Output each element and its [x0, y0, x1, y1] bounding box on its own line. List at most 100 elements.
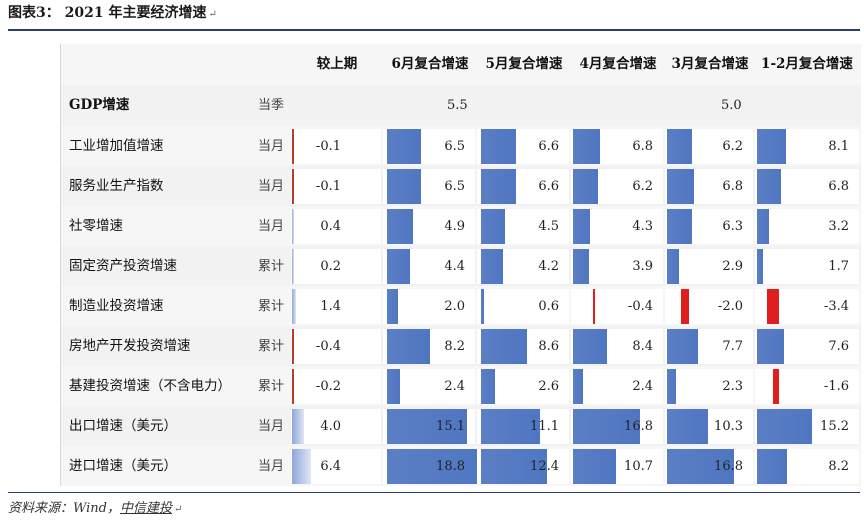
growth-value: 2.4 [632, 379, 653, 394]
change-value: -0.4 [315, 339, 341, 354]
bottom-rule [8, 492, 860, 493]
growth-bar [573, 209, 591, 244]
top-rule [8, 29, 860, 31]
growth-value: 3.2 [828, 219, 849, 234]
change-bar [292, 449, 312, 484]
header-janfeb: 1-2月复合增速 [761, 56, 853, 72]
change-bar [292, 369, 294, 404]
growth-bar [667, 249, 679, 284]
growth-cell [477, 289, 569, 324]
growth-value: 2.9 [722, 259, 743, 274]
growth-bar [387, 289, 398, 324]
row-unit: 当季 [257, 98, 284, 113]
row-label: 进口增速（美元） [69, 458, 177, 474]
table-row: 进口增速（美元） 当月 6.4 18.8 12.4 10.7 16.8 8.2 [61, 446, 861, 486]
growth-bar [757, 249, 764, 284]
growth-bar [481, 129, 516, 164]
change-cell [291, 129, 381, 164]
growth-bar [667, 369, 677, 404]
growth-value: 4.9 [444, 219, 465, 234]
growth-value: -0.4 [627, 299, 653, 314]
growth-bar [757, 409, 812, 444]
growth-bar [573, 409, 641, 444]
growth-value: 8.4 [632, 339, 653, 354]
change-bar [292, 129, 294, 164]
growth-value: 4.2 [538, 259, 559, 274]
row-label: 房地产开发投资增速 [69, 338, 191, 354]
growth-cell [665, 249, 753, 284]
growth-value: 8.1 [828, 139, 849, 154]
growth-bar [667, 409, 709, 444]
gdp-q1-value: 5.0 [721, 98, 742, 113]
growth-value: 2.3 [722, 379, 743, 394]
growth-value: 8.2 [828, 459, 849, 474]
growth-value: 15.2 [820, 419, 849, 434]
growth-bar [766, 289, 779, 324]
growth-bar [667, 169, 695, 204]
change-value: 4.0 [320, 419, 341, 434]
growth-value: 2.4 [444, 379, 465, 394]
growth-cell [665, 289, 753, 324]
growth-bar [481, 369, 495, 404]
growth-bar [387, 169, 422, 204]
row-unit: 累计 [257, 259, 284, 274]
table-row: 服务业生产指数 当月 -0.1 6.5 6.6 6.2 6.8 6.8 [61, 166, 861, 206]
growth-bar [667, 129, 692, 164]
growth-value: 8.2 [444, 339, 465, 354]
growth-cell [755, 209, 859, 244]
header-apr: 4月复合增速 [579, 56, 657, 72]
growth-bar [757, 129, 787, 164]
growth-bar [681, 289, 689, 324]
growth-value: 3.9 [632, 259, 653, 274]
figure-title: 图表3： 2021 年主要经济增速 ↵ [8, 5, 217, 21]
table-row: 固定资产投资增速 累计 0.2 4.4 4.2 3.9 2.9 1.7 [61, 246, 861, 286]
row-unit: 累计 [257, 379, 284, 394]
growth-value: 7.7 [722, 339, 743, 354]
growth-value: 6.3 [722, 219, 743, 234]
row-label: 出口增速（美元） [69, 418, 177, 434]
growth-bar [667, 209, 693, 244]
change-value: 0.4 [320, 219, 341, 234]
growth-cell [665, 369, 753, 404]
growth-bar [573, 449, 616, 484]
growth-bar [481, 409, 540, 444]
change-bar [292, 409, 304, 444]
growth-bar [481, 449, 547, 484]
growth-bar [573, 329, 607, 364]
growth-bar [481, 169, 516, 204]
change-value: -0.1 [315, 179, 341, 194]
growth-value: 6.8 [722, 179, 743, 194]
header-jun: 6月复合增速 [391, 56, 469, 72]
growth-bar [757, 449, 787, 484]
growth-bar [387, 129, 422, 164]
growth-value: 6.8 [632, 139, 653, 154]
growth-value: 4.3 [632, 219, 653, 234]
growth-value: 2.0 [444, 299, 465, 314]
table-row: 社零增速 当月 0.4 4.9 4.5 4.3 6.3 3.2 [61, 206, 861, 246]
growth-bar [573, 169, 598, 204]
change-cell [291, 289, 381, 324]
change-bar [292, 289, 297, 324]
growth-data-table: 较上期 6月复合增速 5月复合增速 4月复合增速 3月复合增速 1-2月复合增速… [60, 44, 861, 486]
row-unit: 累计 [257, 339, 284, 354]
growth-value: 6.6 [538, 179, 559, 194]
row-label: 工业增加值增速 [69, 138, 164, 154]
growth-value: 2.6 [538, 379, 559, 394]
change-value: -0.2 [315, 379, 341, 394]
growth-value: -3.4 [823, 299, 849, 314]
growth-bar [387, 369, 400, 404]
source-note: 资料来源：Wind，中信建投 ↵ [8, 501, 183, 516]
growth-bar [667, 329, 698, 364]
growth-bar [481, 249, 504, 284]
change-value: 6.4 [320, 459, 341, 474]
change-value: 1.4 [320, 299, 341, 314]
growth-value: 6.5 [444, 179, 465, 194]
growth-value: 8.6 [538, 339, 559, 354]
growth-value: 11.1 [530, 419, 559, 434]
growth-value: -1.6 [823, 379, 849, 394]
growth-cell [571, 369, 663, 404]
change-bar [292, 169, 294, 204]
growth-value: 0.6 [538, 299, 559, 314]
change-bar [292, 209, 294, 244]
growth-bar [481, 329, 527, 364]
